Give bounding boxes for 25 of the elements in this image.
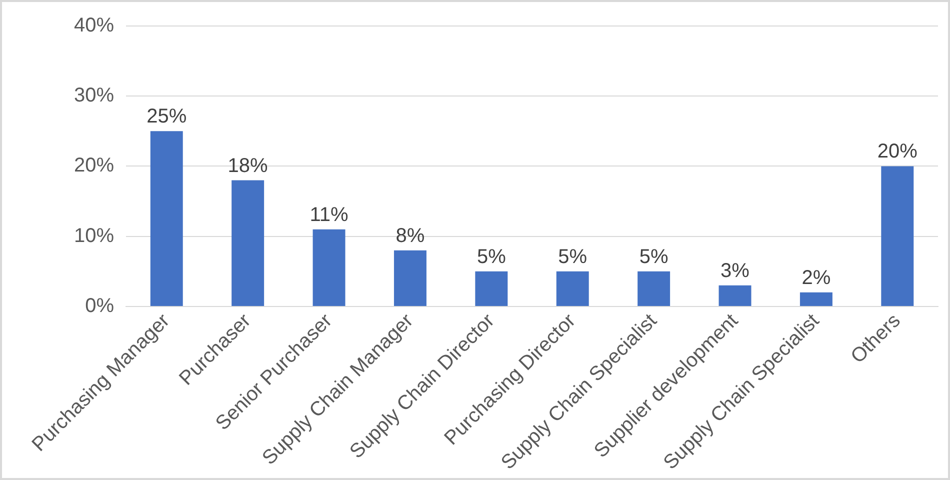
data-label: 20%: [877, 140, 918, 163]
y-tick-label: 0%: [85, 294, 114, 317]
bar: [312, 229, 346, 306]
y-tick-label: 10%: [74, 224, 114, 247]
data-label: 25%: [146, 106, 187, 128]
bar: [150, 131, 183, 306]
bar: [718, 285, 752, 306]
bar: [394, 250, 426, 306]
data-label: 2%: [802, 266, 831, 289]
bar: [638, 271, 670, 306]
data-label: 11%: [310, 204, 349, 226]
bar: [475, 271, 508, 306]
bar: [800, 292, 832, 306]
y-tick-label: 20%: [74, 154, 114, 177]
data-label: 5%: [558, 246, 588, 268]
data-label: 18%: [228, 154, 268, 177]
bar: [881, 166, 914, 306]
data-label: 5%: [476, 246, 506, 268]
bar: [232, 180, 264, 306]
data-label: 8%: [396, 224, 425, 247]
bar: [556, 271, 589, 306]
data-label: 5%: [639, 246, 668, 268]
y-tick-label: 40%: [74, 14, 114, 37]
data-label: 3%: [720, 260, 750, 282]
y-tick-label: 30%: [74, 84, 114, 107]
